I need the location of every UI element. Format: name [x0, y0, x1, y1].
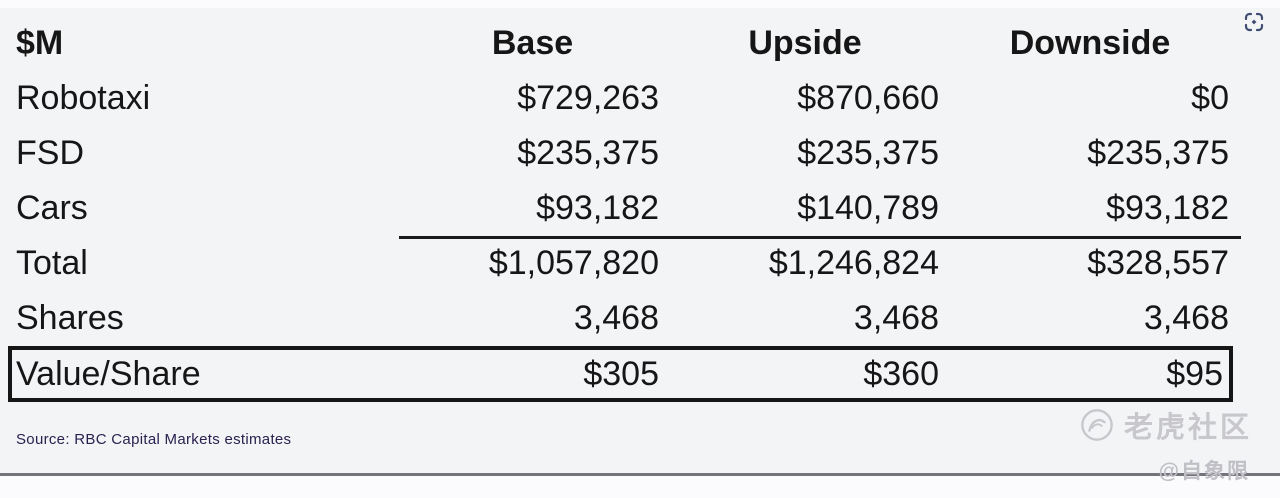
- cell-base: $305: [583, 354, 659, 393]
- column-header-base: Base: [491, 23, 574, 62]
- column-header-downside: Downside: [1009, 23, 1171, 62]
- cell-base: $93,182: [536, 189, 659, 227]
- unit-label: $M: [16, 23, 64, 62]
- row-label: Shares: [16, 299, 124, 337]
- cell-base: $1,057,820: [488, 244, 659, 282]
- cell-upside: $360: [863, 354, 939, 393]
- subtotal-rule: [399, 236, 1241, 239]
- cell-upside: $140,789: [797, 189, 939, 227]
- row-label: FSD: [16, 134, 84, 172]
- table-row-value-share-highlighted: Value/Share $305 $360 $95: [8, 346, 1233, 402]
- cell-base: $235,375: [517, 134, 659, 172]
- table-row-robotaxi: Robotaxi $729,263 $870,660 $0: [0, 71, 1235, 126]
- cell-base: $729,263: [517, 79, 659, 117]
- cell-upside: $1,246,824: [768, 244, 939, 282]
- watermark-brand-text: 老虎社区: [1123, 412, 1252, 444]
- top-margin-strip: [0, 0, 1280, 8]
- cell-upside: 3,468: [853, 299, 939, 337]
- row-label: Cars: [16, 189, 88, 227]
- watermark-handle: @自象限: [1158, 460, 1250, 483]
- valuation-table: $M Base Upside Downside Robotaxi $729,26…: [0, 15, 1235, 402]
- cell-upside: $235,375: [797, 134, 939, 172]
- table-row-shares: Shares 3,468 3,468 3,468: [0, 291, 1235, 346]
- table-header-row: $M Base Upside Downside: [0, 15, 1235, 71]
- cell-downside: 3,468: [1143, 299, 1229, 337]
- cell-downside: $95: [1166, 354, 1223, 393]
- bottom-divider: [0, 473, 1280, 476]
- cell-base: 3,468: [573, 299, 659, 337]
- cell-upside: $870,660: [797, 79, 939, 117]
- cell-downside: $328,557: [1087, 244, 1229, 282]
- bottom-margin-strip: [0, 476, 1280, 498]
- row-label: Value/Share: [16, 354, 201, 393]
- scan-viewfinder-icon[interactable]: [1242, 10, 1266, 34]
- table-row-cars: Cars $93,182 $140,789 $93,182: [0, 181, 1235, 236]
- cell-downside: $93,182: [1106, 189, 1229, 227]
- cell-downside: $0: [1191, 79, 1229, 117]
- table-row-fsd: FSD $235,375 $235,375 $235,375: [0, 126, 1235, 181]
- table-row-total: Total $1,057,820 $1,246,824 $328,557: [0, 236, 1235, 291]
- tiger-circle-logo-icon: [1080, 408, 1114, 442]
- row-label: Total: [16, 244, 88, 282]
- source-note: Source: RBC Capital Markets estimates: [16, 431, 292, 448]
- column-header-upside: Upside: [748, 23, 862, 62]
- watermark-brand: 老虎社区: [1080, 404, 1252, 446]
- cell-downside: $235,375: [1087, 134, 1229, 172]
- row-label: Robotaxi: [16, 79, 151, 117]
